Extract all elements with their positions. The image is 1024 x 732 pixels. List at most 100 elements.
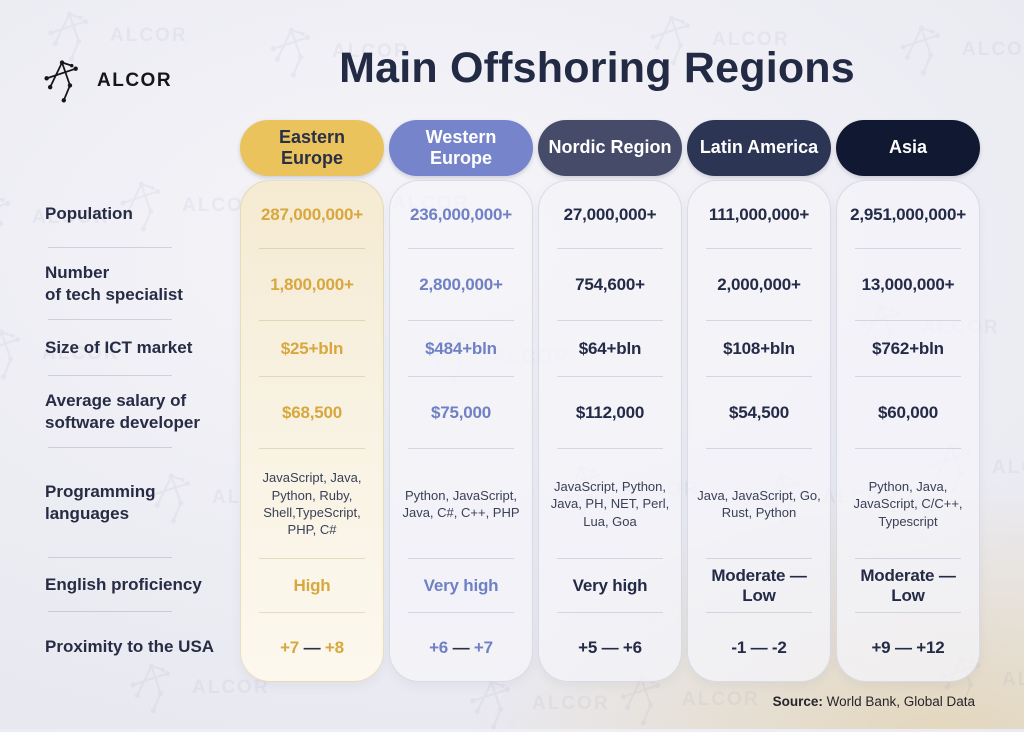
cell-nordic-region-english-proficiency: Very high [539, 559, 681, 613]
row-label-text: Size of ICT market [45, 337, 193, 357]
regions-comparison-table: Population Number of tech specialist Size … [45, 120, 980, 682]
value-dash: — [303, 638, 321, 657]
cell-value: JavaScript, Python, Java, PH, NET, Perl,… [550, 479, 670, 529]
region-column-western-europe: Western Europe 236,000,000+ 2,800,000+ $484… [389, 120, 533, 682]
row-label-avg-salary: Average salary of software developer [45, 376, 240, 448]
cell-value: 1,800,000+ [270, 275, 354, 294]
cell-western-europe-proximity-usa: +6 — +7 [390, 613, 532, 683]
cell-latin-america-tech-specialists: 2,000,000+ [688, 249, 830, 321]
row-label-languages: Programming languages [45, 448, 240, 558]
row-label-text: Proximity to the USA [45, 636, 215, 656]
cell-value: +7 — +8 [280, 638, 344, 657]
brand-name: ALCOR [97, 70, 173, 91]
region-card-eastern-europe: 287,000,000+ 1,800,000+ $25+bln $68,500 Java… [240, 180, 384, 682]
row-label-text: Average salary of software developer [45, 390, 200, 432]
row-label-text: English proficiency [45, 574, 202, 594]
cell-value: $54,500 [728, 403, 790, 422]
region-column-eastern-europe: Eastern Europe 287,000,000+ 1,800,000+ $25+… [240, 120, 384, 682]
cell-value: High [293, 576, 331, 595]
region-header-label: Eastern Europe [278, 126, 346, 168]
cell-western-europe-english-proficiency: Very high [390, 559, 532, 613]
row-label-ict-market: Size of ICT market [45, 320, 240, 376]
region-header-latin-america: Latin America [687, 120, 831, 176]
cell-value: $112,000 [575, 403, 645, 422]
cell-nordic-region-tech-specialists: 754,600+ [539, 249, 681, 321]
cell-latin-america-languages: Java, JavaScript, Go, Rust, Python [688, 449, 830, 559]
cell-western-europe-ict-market: $484+bln [390, 321, 532, 377]
cell-value: 27,000,000+ [563, 205, 657, 224]
region-header-nordic-region: Nordic Region [538, 120, 682, 176]
cell-asia-tech-specialists: 13,000,000+ [837, 249, 979, 321]
cell-value: Python, Java, JavaScript, C/C++, Typescr… [853, 479, 963, 529]
cell-asia-english-proficiency: Moderate — Low [837, 559, 979, 613]
cell-western-europe-avg-salary: $75,000 [390, 377, 532, 449]
cell-asia-ict-market: $762+bln [837, 321, 979, 377]
cell-value: $25+bln [280, 339, 344, 358]
cell-value: Python, JavaScript, Java, C#, C++, PHP [402, 487, 520, 520]
cell-value: 2,000,000+ [717, 275, 801, 294]
region-header-label: Asia [888, 137, 928, 158]
cell-value: $484+bln [425, 339, 497, 358]
region-header-label: Nordic Region [548, 137, 672, 158]
region-header-asia: Asia [836, 120, 980, 176]
cell-value: 236,000,000+ [409, 205, 513, 224]
row-label-text: Programming languages [45, 481, 156, 523]
cell-western-europe-languages: Python, JavaScript, Java, C#, C++, PHP [390, 449, 532, 559]
region-header-eastern-europe: Eastern Europe [240, 120, 384, 176]
cell-nordic-region-ict-market: $64+bln [539, 321, 681, 377]
row-label-text: Population [45, 203, 133, 223]
cell-asia-languages: Python, Java, JavaScript, C/C++, Typescr… [837, 449, 979, 559]
value-dash: — [452, 638, 470, 657]
cell-eastern-europe-english-proficiency: High [241, 559, 383, 613]
cell-value: $108+bln [723, 339, 795, 358]
row-labels-column: Population Number of tech specialist Size … [45, 180, 240, 682]
cell-value: 754,600+ [575, 275, 645, 294]
cell-nordic-region-avg-salary: $112,000 [539, 377, 681, 449]
cell-value: 2,951,000,000+ [850, 205, 966, 224]
cell-value: Moderate — Low [860, 566, 956, 605]
page-title: Main Offshoring Regions [339, 44, 855, 92]
row-label-text: Number of tech specialist [45, 262, 183, 304]
cell-latin-america-avg-salary: $54,500 [688, 377, 830, 449]
cell-western-europe-tech-specialists: 2,800,000+ [390, 249, 532, 321]
row-label-english-proficiency: English proficiency [45, 558, 240, 612]
cell-eastern-europe-languages: JavaScript, Java, Python, Ruby, Shell,Ty… [241, 449, 383, 559]
cell-asia-proximity-usa: +9 — +12 [837, 613, 979, 683]
brand: ALCOR [44, 56, 172, 106]
cell-eastern-europe-avg-salary: $68,500 [241, 377, 383, 449]
cell-value: $68,500 [281, 403, 343, 422]
cell-value: +6 — +7 [429, 638, 493, 657]
cell-value: 287,000,000+ [260, 205, 364, 224]
cell-value: +5 — +6 [578, 638, 642, 657]
cell-value: $762+bln [872, 339, 944, 358]
cell-nordic-region-population: 27,000,000+ [539, 181, 681, 249]
cell-value: 13,000,000+ [861, 275, 955, 294]
cell-value: Very high [423, 576, 499, 595]
region-header-western-europe: Western Europe [389, 120, 533, 176]
cell-value: Very high [572, 576, 648, 595]
cell-value: JavaScript, Java, Python, Ruby, Shell,Ty… [262, 470, 362, 538]
cell-asia-avg-salary: $60,000 [837, 377, 979, 449]
cell-value: Moderate — Low [711, 566, 807, 605]
cell-eastern-europe-tech-specialists: 1,800,000+ [241, 249, 383, 321]
cell-eastern-europe-ict-market: $25+bln [241, 321, 383, 377]
cell-asia-population: 2,951,000,000+ [837, 181, 979, 249]
cell-nordic-region-proximity-usa: +5 — +6 [539, 613, 681, 683]
source-text: World Bank, Global Data [822, 694, 975, 709]
row-label-population: Population [45, 180, 240, 248]
cell-value: -1 — -2 [731, 638, 787, 657]
source-label: Source: [772, 694, 823, 709]
cell-eastern-europe-population: 287,000,000+ [241, 181, 383, 249]
cell-latin-america-population: 111,000,000+ [688, 181, 830, 249]
cell-value: 111,000,000+ [708, 205, 810, 224]
region-column-nordic-region: Nordic Region 27,000,000+ 754,600+ $64+bln $… [538, 120, 682, 682]
region-columns: Eastern Europe 287,000,000+ 1,800,000+ $25+… [240, 120, 980, 682]
cell-value: 2,800,000+ [419, 275, 503, 294]
row-label-tech-specialists: Number of tech specialist [45, 248, 240, 320]
region-card-latin-america: 111,000,000+ 2,000,000+ $108+bln $54,500 Jav… [687, 180, 831, 682]
cell-value: $64+bln [578, 339, 642, 358]
cell-latin-america-ict-market: $108+bln [688, 321, 830, 377]
region-card-western-europe: 236,000,000+ 2,800,000+ $484+bln $75,000 Pyt… [389, 180, 533, 682]
cell-western-europe-population: 236,000,000+ [390, 181, 532, 249]
